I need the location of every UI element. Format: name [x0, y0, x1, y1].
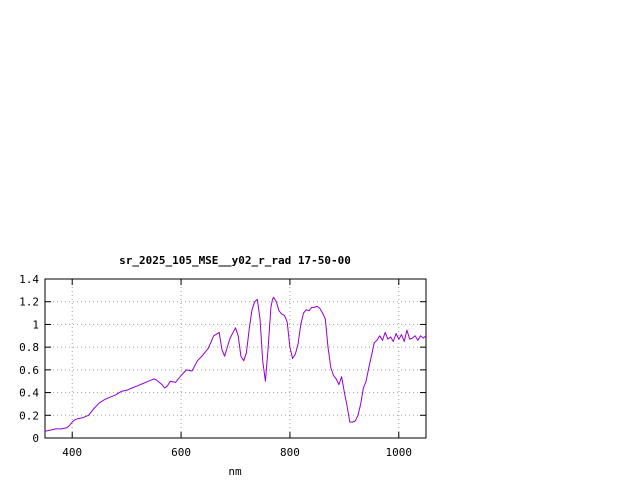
y-tick-label: 0.6: [19, 364, 39, 377]
y-tick-label: 0.8: [19, 341, 39, 354]
y-tick-label: 1.2: [19, 296, 39, 309]
x-tick-label: 400: [62, 446, 82, 459]
series-line: [44, 296, 427, 432]
axes: 0 0.2 0.4 0.6 0.8 1 1.2 1.4 400 600 800 1000: [19, 273, 427, 459]
series-layer: [44, 296, 427, 432]
x-tick-label: 1000: [386, 446, 413, 459]
x-tick-label: 800: [280, 446, 300, 459]
y-tick-label: 0.2: [19, 409, 39, 422]
x-tick-label: 600: [171, 446, 191, 459]
y-tick-label: 1: [32, 318, 39, 331]
grid: [45, 279, 426, 438]
chart-title: sr_2025_105_MSE__y02_r_rad 17-50-00: [119, 254, 351, 267]
y-tick-label: 0: [32, 432, 39, 445]
x-axis-label: nm: [228, 465, 242, 478]
y-tick-label: 1.4: [19, 273, 39, 286]
y-tick-label: 0.4: [19, 387, 39, 400]
plot-border: [44, 278, 427, 439]
